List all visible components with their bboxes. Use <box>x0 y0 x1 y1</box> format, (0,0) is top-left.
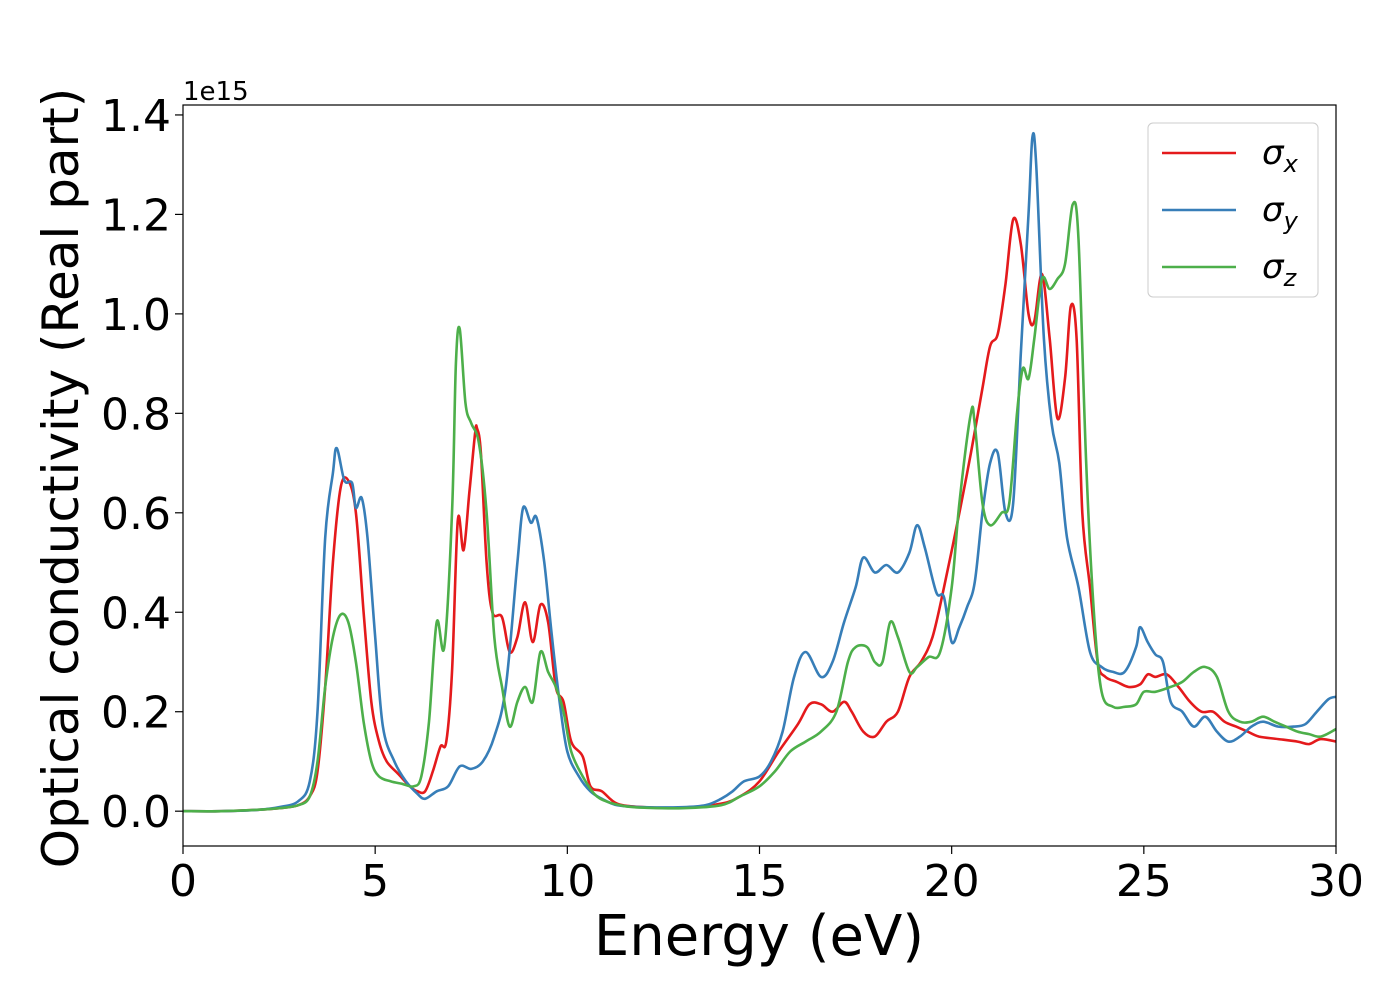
series-line-y <box>183 132 1336 813</box>
legend-label-x: σx <box>1262 133 1299 178</box>
x-tick-label: 20 <box>924 856 980 907</box>
y-tick-label: 0.2 <box>101 688 171 739</box>
x-tick-label: 25 <box>1116 856 1172 907</box>
x-tick-label: 0 <box>169 856 197 907</box>
y-tick-label: 0.8 <box>101 389 171 440</box>
x-tick-label: 30 <box>1308 856 1364 907</box>
series-layer <box>183 132 1336 813</box>
y-tick-label: 0.6 <box>101 489 171 540</box>
y-tick-label: 0.0 <box>101 787 171 838</box>
y-tick-label: 1.0 <box>101 290 171 341</box>
legend-label-y: σy <box>1262 190 1299 235</box>
y-tick-label: 0.4 <box>101 588 171 639</box>
series-line-z <box>183 200 1336 813</box>
x-tick-label: 15 <box>732 856 788 907</box>
x-tick-label: 5 <box>361 856 389 907</box>
y-offset-text: 1e15 <box>183 77 249 107</box>
legend: σx σy σz <box>1147 122 1319 298</box>
x-tick-label: 10 <box>539 856 595 907</box>
x-axis: 0 5 10 15 20 25 30 <box>169 846 1364 907</box>
y-axis-label: Optical conductivity (Real part) <box>32 88 90 869</box>
y-axis: 0.0 0.2 0.4 0.6 0.8 1.0 1.2 1.4 <box>101 91 183 838</box>
y-tick-label: 1.4 <box>101 91 171 142</box>
legend-label-z: σz <box>1262 247 1298 292</box>
x-axis-label: Energy (eV) <box>594 904 924 969</box>
y-tick-label: 1.2 <box>101 190 171 241</box>
